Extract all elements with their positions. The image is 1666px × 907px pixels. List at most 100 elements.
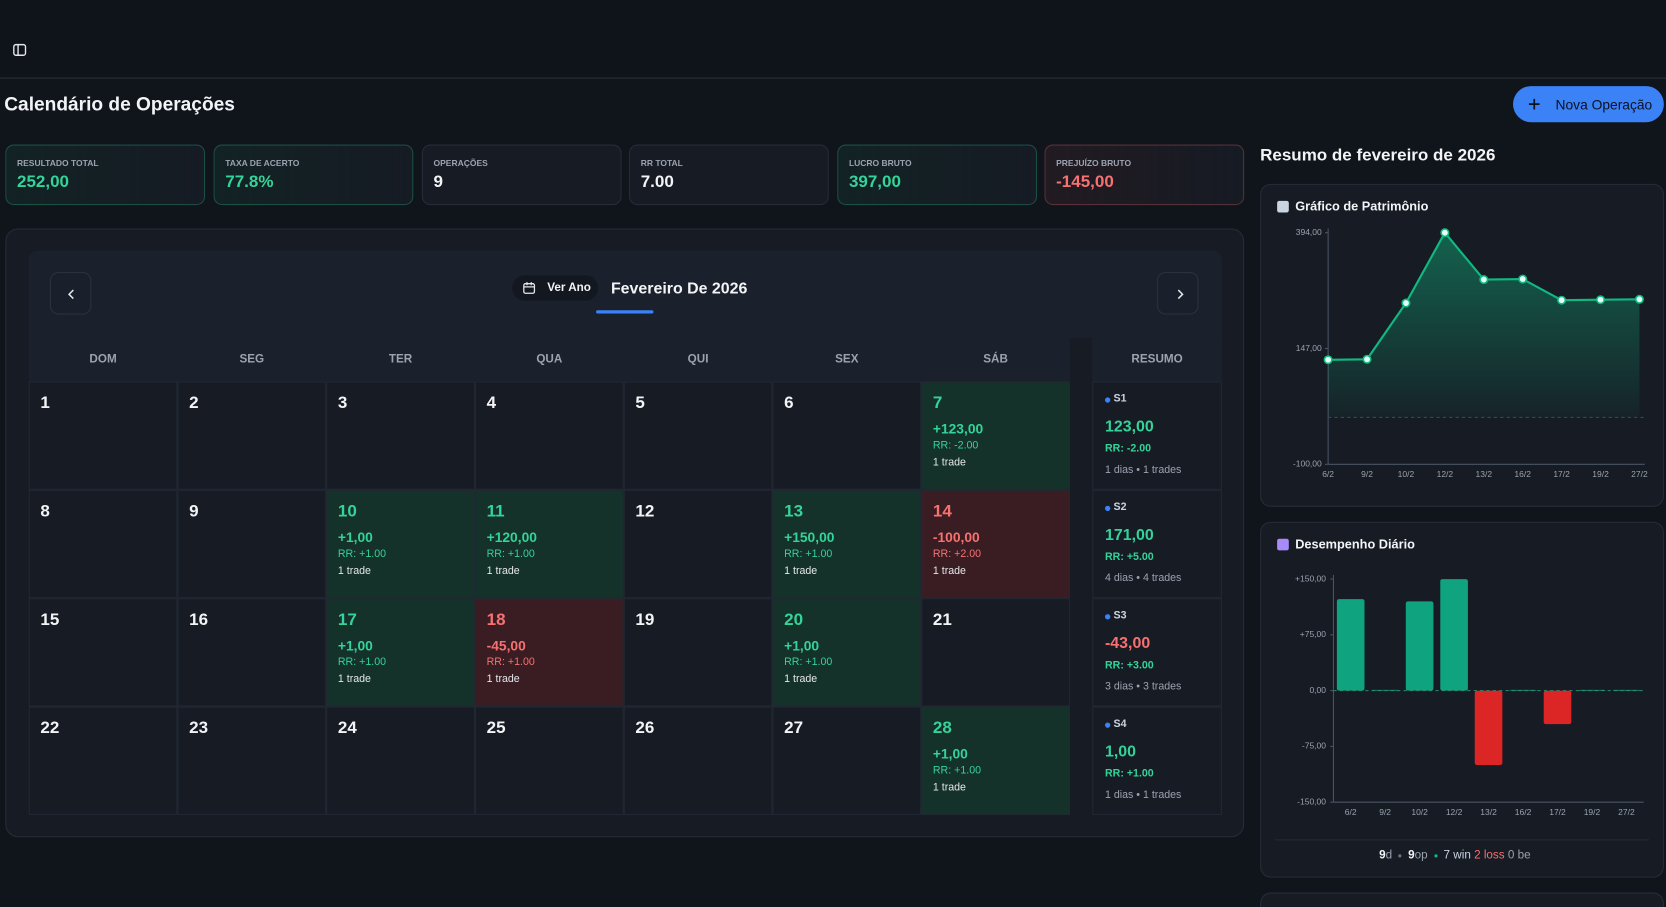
week-result: 171,00	[1105, 525, 1154, 544]
chevron-left	[68, 289, 74, 300]
x-tick-label: 19/2	[1592, 469, 1609, 479]
day-number: 17	[337, 610, 357, 629]
stat-label: RESULTADO TOTAL	[17, 158, 99, 168]
x-tick-label: 9/2	[1361, 469, 1373, 479]
day-cell: 25	[474, 706, 624, 815]
week-dot	[1105, 614, 1111, 620]
x-tick-label: 12/2	[1437, 469, 1454, 479]
y-tick-label: +150,00	[1295, 573, 1326, 583]
ops-count: 9	[1408, 848, 1415, 862]
weekday: SEX	[835, 352, 859, 366]
bar	[1405, 601, 1434, 691]
stat-label: TAXA DE ACERTO	[225, 158, 300, 168]
ops-unit: op	[1414, 848, 1428, 862]
day-cell: 14 -100,00 RR: +2.00 1 trade	[921, 489, 1070, 599]
day-result: +123,00	[932, 420, 984, 437]
equity-point	[1362, 354, 1372, 364]
weekday: SEG	[239, 352, 265, 366]
equity-point	[1401, 298, 1411, 308]
view-year-button[interactable]: Ver Ano	[512, 275, 599, 301]
stat-label: PREJUÍZO BRUTO	[1056, 158, 1132, 168]
week-rr: RR: +5.00	[1105, 551, 1154, 564]
divider	[1275, 839, 1649, 841]
equity-point	[1634, 294, 1644, 304]
day-number: 15	[40, 610, 60, 629]
day-cell: 24	[326, 706, 475, 815]
equity-point	[1323, 355, 1333, 365]
day-trades: 1 trade	[932, 782, 966, 794]
stat-card: RR TOTAL 7.00	[629, 144, 829, 206]
chart-icon	[1277, 200, 1289, 213]
day-cell: 1	[28, 381, 178, 490]
day-cell: 4	[474, 381, 624, 490]
x-tick-label: 16/2	[1515, 807, 1532, 817]
day-number: 10	[337, 502, 357, 521]
stat-label: OPERAÇÕES	[433, 158, 488, 168]
day-result: +1,00	[784, 637, 820, 654]
day-trades: 1 trade	[932, 456, 966, 469]
page-title: Calendário de Operações	[4, 93, 235, 115]
breakeven: 0 be	[1507, 848, 1531, 862]
day-number: 22	[40, 719, 60, 738]
day-result: +1,00	[932, 745, 968, 762]
day-result: +1,00	[337, 529, 373, 546]
day-cell: 21	[921, 598, 1070, 707]
stat-value: 9	[433, 173, 443, 192]
y-tick-label: -150,00	[1297, 796, 1326, 806]
day-cell: 26	[623, 706, 773, 815]
equity-point	[1518, 274, 1528, 284]
equity-point	[1440, 228, 1450, 238]
day-trades: 1 trade	[337, 673, 371, 686]
chart-title: Desempenho Diário	[1295, 536, 1415, 551]
week-result: 123,00	[1105, 417, 1154, 436]
day-number: 3	[337, 394, 348, 413]
x-tick-label: 13/2	[1476, 469, 1493, 479]
separator	[1433, 853, 1438, 858]
day-number: 27	[784, 719, 804, 738]
separator	[1398, 853, 1402, 858]
day-trades: 1 trade	[486, 565, 520, 577]
sidebar-toggle[interactable]	[13, 43, 27, 57]
day-cell: 15	[28, 598, 178, 707]
day-cell: 19	[623, 598, 773, 707]
y-tick-label: +75,00	[1300, 629, 1327, 639]
y-tick-label: -75,00	[1302, 741, 1326, 751]
day-cell: 17 +1,00 RR: +1.00 1 trade	[326, 598, 475, 707]
day-number: 9	[189, 502, 199, 521]
next-card	[1260, 892, 1664, 907]
chart-icon	[1277, 538, 1289, 551]
stat-value: -145,00	[1056, 173, 1114, 192]
day-result: +120,00	[486, 529, 537, 546]
chevron-right	[1177, 289, 1184, 300]
day-rr: RR: +1.00	[337, 548, 387, 560]
week-summary: S2 171,00 RR: +5.00 4 dias • 4 trades	[1092, 489, 1222, 599]
day-cell: 3	[326, 381, 475, 490]
x-tick-label: 27/2	[1618, 807, 1635, 817]
new-operation-button[interactable]: Nova Operação	[1513, 86, 1664, 123]
week-label: S1	[1113, 393, 1127, 405]
day-cell: 2	[177, 381, 327, 490]
week-rr: RR: +1.00	[1105, 768, 1154, 780]
weekday: QUI	[687, 352, 709, 366]
day-number: 18	[486, 610, 506, 629]
day-cell: 20 +1,00 RR: +1.00 1 trade	[772, 598, 922, 707]
day-rr: RR: +2.00	[932, 548, 982, 560]
day-cell: 10 +1,00 RR: +1.00 1 trade	[326, 489, 475, 599]
day-number: 5	[635, 394, 645, 413]
day-number: 7	[932, 394, 943, 413]
chart-title: Gráfico de Patrimônio	[1295, 199, 1428, 214]
next-month[interactable]	[1157, 272, 1199, 315]
x-tick-label: 17/2	[1549, 807, 1566, 817]
x-tick-label: 19/2	[1584, 807, 1601, 817]
day-cell: 18 -45,00 RR: +1.00 1 trade	[474, 598, 624, 707]
stat-card: TAXA DE ACERTO 77.8%	[213, 144, 414, 206]
calendar-icon	[523, 282, 536, 294]
bar	[1440, 579, 1468, 691]
prev-month[interactable]	[49, 272, 92, 315]
week-info: 3 dias • 3 trades	[1105, 681, 1182, 693]
day-number: 8	[40, 502, 50, 521]
week-info: 1 dias • 1 trades	[1105, 789, 1182, 802]
y-tick-label: -100,00	[1293, 459, 1322, 469]
day-rr: RR: +1.00	[337, 656, 387, 669]
